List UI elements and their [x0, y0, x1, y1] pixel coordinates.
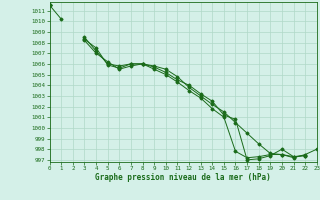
X-axis label: Graphe pression niveau de la mer (hPa): Graphe pression niveau de la mer (hPa)	[95, 173, 271, 182]
